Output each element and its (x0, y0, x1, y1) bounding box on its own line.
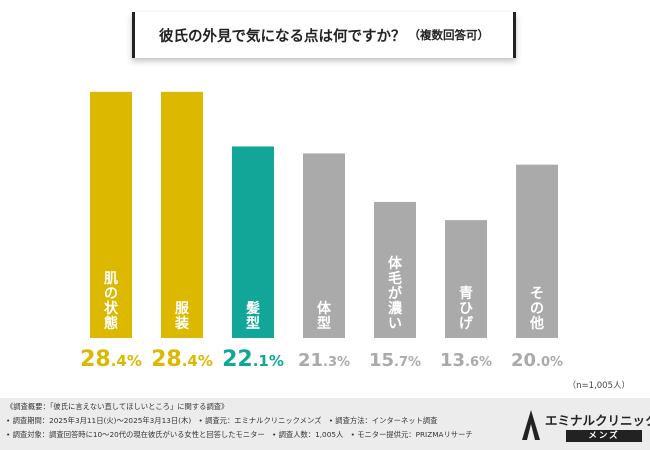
value-label-4: 21.3% (298, 350, 350, 371)
survey-target: • 調査対象：調査回答時に10～20代の現在彼氏がいる女性と回答したモニター •… (6, 430, 473, 439)
logo-name: エミナルクリニック (545, 413, 650, 428)
value-label-7: 20.0% (511, 350, 563, 371)
logo-sub: メンズ (566, 430, 642, 442)
category-label-5: 体毛が濃い (388, 255, 403, 332)
category-label-4: 体型 (317, 300, 332, 332)
chart-subtitle: （複数回答可） (408, 28, 490, 42)
value-label-1: 28.4% (80, 347, 142, 372)
category-label-6: 青ひげ (459, 285, 474, 332)
bar-5 (374, 201, 416, 338)
category-label-2: 服装 (174, 301, 190, 332)
value-label-6: 13.6% (440, 350, 492, 371)
survey-period-source: • 調査期間：2025年3月11日(火)～2025年3月13日(木) • 調査元… (6, 416, 438, 425)
bar-4 (303, 153, 345, 338)
logo-mark-icon (522, 410, 540, 440)
bar-7 (516, 164, 558, 338)
value-label-3: 22.1% (222, 347, 284, 372)
survey-overview: 《調査概要：「彼氏に言えない直してほしいところ」に関する調査》 (6, 402, 229, 411)
value-label-2: 28.4% (151, 347, 213, 372)
bar-1 (90, 91, 132, 338)
sample-size-note: （n=1,005人） (567, 381, 630, 391)
chart-title: 彼氏の外見で気になる点は何ですか？ (159, 28, 406, 45)
bar-3 (232, 146, 274, 338)
bar-6 (445, 220, 487, 338)
category-label-3: 髪型 (245, 300, 260, 332)
bar-chart: 肌の状態 28.4% 服装 28.4% 髪型 22.1% 体型 21.3% 体毛が濃い 15.7%… (80, 91, 563, 372)
category-label-1: 肌の状態 (104, 271, 119, 332)
survey-footer: 《調査概要：「彼氏に言えない直してほしいところ」に関する調査》 • 調査期間：2… (0, 398, 650, 450)
value-label-5: 15.7% (369, 350, 421, 371)
bar-2 (161, 91, 203, 338)
clinic-logo: エミナルクリニック メンズ (520, 408, 650, 444)
chart-title-box: 彼氏の外見で気になる点は何ですか？ （複数回答可） (132, 12, 516, 58)
category-label-7: その他 (529, 286, 544, 332)
